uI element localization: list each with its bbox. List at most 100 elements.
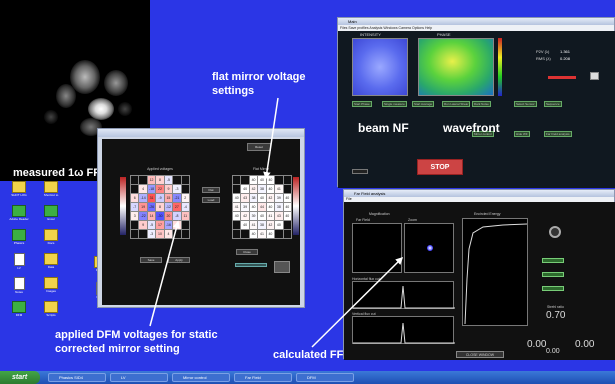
- flat-mirror-cell[interactable]: 38: [275, 203, 283, 211]
- flat-mirror-cell[interactable]: 40: [241, 221, 249, 229]
- flat-mirror-cell[interactable]: 42: [249, 185, 258, 193]
- desktop-icon[interactable]: Images: [36, 277, 66, 293]
- flat-mirror-cell[interactable]: 41: [266, 212, 275, 220]
- flat-mirror-cell[interactable]: 40: [233, 194, 241, 202]
- ff-toggle-3[interactable]: [542, 286, 564, 291]
- dfm-titlebar[interactable]: [98, 129, 304, 137]
- flat-mirror-cell[interactable]: 40: [241, 185, 249, 193]
- desktop-icon[interactable]: Adobe Reader: [4, 205, 34, 221]
- applied-voltage-cell[interactable]: 19: [139, 203, 147, 211]
- taskbar-item[interactable]: DFM: [296, 373, 354, 382]
- desktop-icon[interactable]: Data: [36, 253, 66, 269]
- desktop-icon[interactable]: Scripts: [36, 301, 66, 317]
- start-button[interactable]: start: [0, 371, 40, 384]
- flat-mirror-cell[interactable]: 40: [249, 176, 258, 184]
- ff-toggle-1[interactable]: [542, 258, 564, 263]
- applied-voltage-cell[interactable]: -3: [147, 230, 156, 238]
- applied-voltage-cell[interactable]: 12: [147, 176, 156, 184]
- applied-voltage-cell[interactable]: 9: [139, 221, 147, 229]
- flat-mirror-cell[interactable]: 40: [266, 185, 275, 193]
- applied-voltage-cell[interactable]: -22: [139, 212, 147, 220]
- applied-voltage-cell[interactable]: -3: [173, 185, 181, 193]
- taskbar-item[interactable]: Mirror control: [172, 373, 230, 382]
- applied-voltage-cell[interactable]: -5: [147, 221, 156, 229]
- voltage-slider[interactable]: [235, 263, 267, 267]
- flat-mirror-cell[interactable]: 40: [266, 230, 275, 238]
- flat-mirror-cell[interactable]: 40: [266, 203, 275, 211]
- app-button[interactable]: Mirror control: [472, 131, 494, 137]
- applied-voltage-cell[interactable]: 3: [131, 212, 139, 220]
- desktop-icon[interactable]: Phasics: [4, 229, 34, 245]
- flat-mirror-cell[interactable]: 40: [258, 212, 266, 220]
- applied-voltage-cell[interactable]: 9: [164, 185, 173, 193]
- applied-voltage-cell[interactable]: 4: [164, 230, 173, 238]
- desktop-icon[interactable]: Docs: [36, 229, 66, 245]
- flat-mirror-cell[interactable]: 41: [275, 185, 283, 193]
- flat-mirror-cell[interactable]: 38: [258, 185, 266, 193]
- applied-voltage-cell[interactable]: -4: [181, 203, 189, 211]
- applied-voltage-cell[interactable]: -5: [164, 176, 173, 184]
- applied-voltage-cell[interactable]: 6: [131, 194, 139, 202]
- flat-mirror-cell[interactable]: 43: [241, 194, 249, 202]
- flat-mirror-cell[interactable]: 44: [258, 203, 266, 211]
- flat-mirror-cell[interactable]: 40: [275, 221, 283, 229]
- applied-voltage-cell[interactable]: -21: [173, 194, 181, 202]
- flat-mirror-cell[interactable]: 40: [283, 212, 291, 220]
- applied-voltage-cell[interactable]: 4: [139, 185, 147, 193]
- applied-voltage-cell[interactable]: -12: [164, 203, 173, 211]
- desktop-icon[interactable]: LV: [4, 253, 34, 270]
- desktop-icon[interactable]: DFM: [4, 301, 34, 317]
- app-button[interactable]: Select Sensor: [514, 101, 537, 107]
- flat-mirror-cell[interactable]: 41: [233, 203, 241, 211]
- flat-mirror-cell[interactable]: 41: [249, 221, 258, 229]
- applied-voltage-cell[interactable]: 22: [156, 185, 164, 193]
- ff-toggle-2[interactable]: [542, 272, 564, 277]
- flat-mirror-cell[interactable]: 42: [266, 221, 275, 229]
- close-window-button[interactable]: CLOSE WINDOW: [456, 351, 504, 358]
- flat-mirror-cell[interactable]: 42: [266, 194, 275, 202]
- applied-voltage-cell[interactable]: 17: [156, 221, 164, 229]
- taskbar-item[interactable]: Phasics SID4: [48, 373, 106, 382]
- applied-voltage-cell[interactable]: 14: [147, 212, 156, 220]
- flat-mirror-cell[interactable]: 40: [266, 176, 275, 184]
- applied-voltage-cell[interactable]: 11: [181, 212, 189, 220]
- ff-menubar[interactable]: File: [344, 197, 614, 202]
- flat-mirror-cell[interactable]: 40: [249, 203, 258, 211]
- flat-mirror-cell[interactable]: 42: [241, 212, 249, 220]
- flat-mirror-cell[interactable]: 41: [258, 230, 266, 238]
- applied-voltage-cell[interactable]: 31: [147, 194, 156, 202]
- applied-voltage-cell[interactable]: -26: [147, 203, 156, 211]
- ff-titlebar[interactable]: Far Field analysis: [344, 190, 614, 197]
- applied-voltage-cell[interactable]: -30: [156, 212, 164, 220]
- app-button[interactable]: Far Field analysis: [544, 131, 572, 137]
- applied-voltage-cell[interactable]: 8: [156, 176, 164, 184]
- app-button[interactable]: Sequence: [544, 101, 562, 107]
- app-button[interactable]: Start Phase: [352, 101, 372, 107]
- computation-field[interactable]: [352, 169, 368, 174]
- applied-voltage-cell[interactable]: -8: [173, 212, 181, 220]
- app-button[interactable]: Hide WF: [514, 131, 530, 137]
- desktop-icon[interactable]: Shortcut to: [36, 181, 66, 197]
- applied-voltage-cell[interactable]: -14: [139, 194, 147, 202]
- flat-mirror-cell[interactable]: 40: [233, 212, 241, 220]
- applied-voltage-cell[interactable]: -9: [156, 194, 164, 202]
- applied-voltage-cell[interactable]: 20: [164, 212, 173, 220]
- flat-mirror-cell[interactable]: 40: [258, 194, 266, 202]
- applied-voltage-cell[interactable]: 15: [164, 194, 173, 202]
- ff-knob[interactable]: [549, 226, 561, 238]
- flat-mirror-cell[interactable]: 40: [258, 176, 266, 184]
- flat-mirror-cell[interactable]: 40: [283, 203, 291, 211]
- app-button[interactable]: Start Average: [412, 101, 435, 107]
- flat-mirror-grid[interactable]: 40 40 40 40 42 38 40 41 40 43 38 40 42 39 40 41 39 40 44 40…: [232, 175, 292, 239]
- applied-voltage-cell[interactable]: -16: [164, 221, 173, 229]
- applied-voltage-cell[interactable]: 2: [181, 194, 189, 202]
- flat-mirror-cell[interactable]: 38: [258, 221, 266, 229]
- taskbar-item[interactable]: LV: [110, 373, 168, 382]
- taskbar-item[interactable]: Far Field: [234, 373, 292, 382]
- app-button[interactable]: Single measure: [382, 101, 407, 107]
- applied-voltage-cell[interactable]: -18: [147, 185, 156, 193]
- app-titlebar[interactable]: Main: [338, 18, 614, 25]
- applied-voltage-cell[interactable]: 10: [156, 230, 164, 238]
- flat-mirror-cell[interactable]: 38: [249, 194, 258, 202]
- applied-voltage-cell[interactable]: 27: [173, 203, 181, 211]
